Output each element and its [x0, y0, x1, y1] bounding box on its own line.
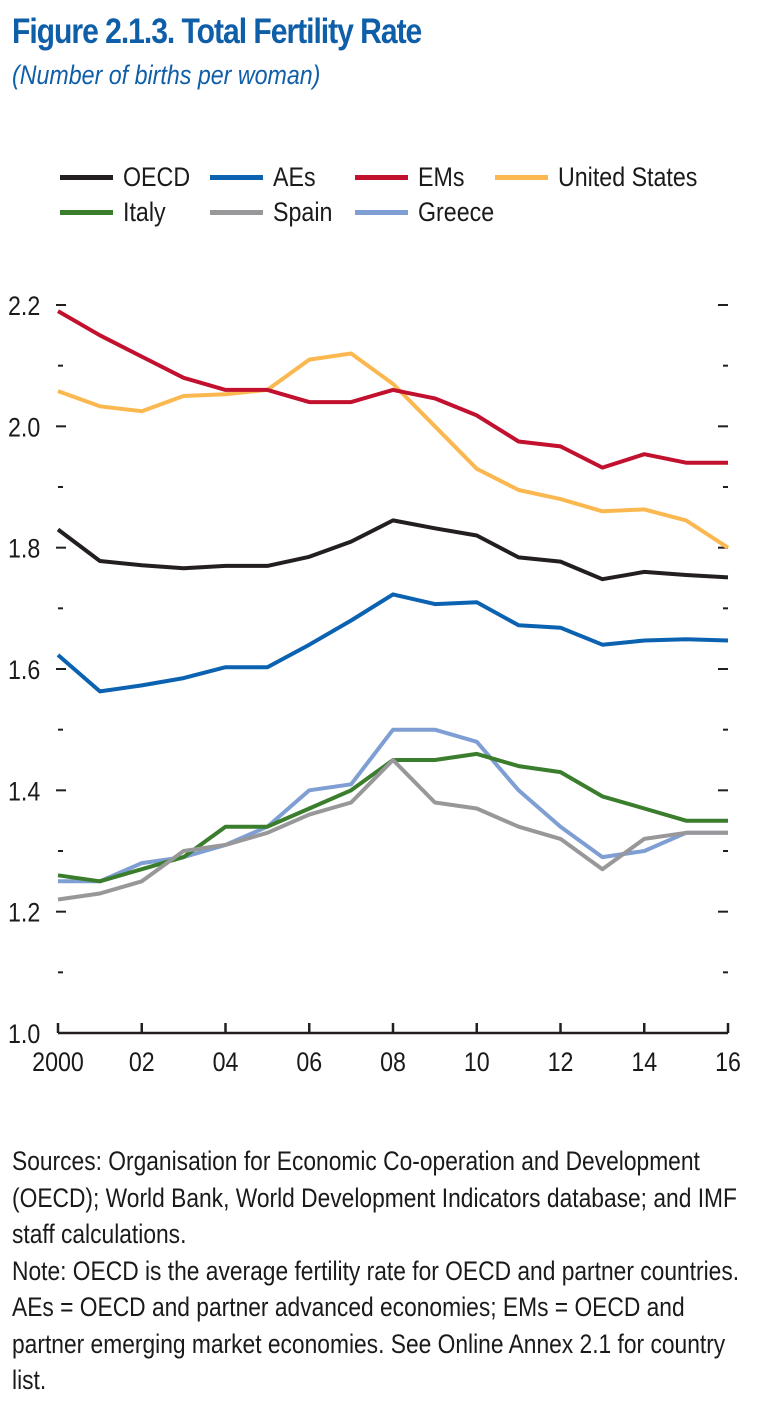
x-tick-label: 02: [129, 1047, 155, 1077]
legend-label-united-states: United States: [558, 162, 698, 192]
x-tick-label: 04: [213, 1047, 239, 1077]
legend-item-greece: Greece: [355, 197, 507, 228]
legend-item-oecd: OECD: [60, 162, 201, 193]
legend-swatch-oecd: [60, 175, 113, 180]
y-tick-label: 1.6: [8, 655, 40, 685]
legend-label-italy: Italy: [123, 197, 166, 227]
legend-item-italy: Italy: [60, 197, 173, 228]
legend-label-oecd: OECD: [123, 162, 191, 192]
figure-footnote: Sources: Organisation for Economic Co-op…: [12, 1143, 752, 1399]
footnote-note: Note: OECD is the average fertility rate…: [12, 1255, 740, 1396]
x-tick-label: 2000: [32, 1047, 84, 1077]
series-line-ems: [56, 309, 728, 470]
x-tick-label: 10: [464, 1047, 490, 1077]
y-tick-label: 1.8: [8, 534, 40, 564]
legend-label-spain: Spain: [273, 197, 333, 227]
legend-label-aes: AEs: [273, 162, 316, 192]
x-tick-label: 12: [548, 1047, 574, 1077]
legend-swatch-italy: [60, 210, 113, 215]
x-tick-label: 14: [631, 1047, 657, 1077]
chart-series-lines: [56, 309, 730, 902]
footnote-sources: Sources: Organisation for Economic Co-op…: [12, 1146, 737, 1249]
figure-subtitle: (Number of births per woman): [12, 60, 321, 90]
series-line-spain: [57, 758, 728, 902]
y-tick-label: 1.0: [8, 1019, 40, 1049]
legend-label-ems: EMs: [418, 162, 465, 192]
series-line-united-states: [57, 351, 730, 550]
legend-item-united-states: United States: [495, 162, 720, 193]
x-tick-label: 16: [715, 1047, 741, 1077]
legend-item-aes: AEs: [210, 162, 323, 193]
series-line-oecd: [56, 518, 729, 582]
x-tick-label: 06: [296, 1047, 322, 1077]
x-tick-label: 08: [380, 1047, 406, 1077]
chart-axes: 2000 02 04 06 08 10 12 14 16 1.0 1.2 1.4 1.6 1.8 2.0 2.…: [8, 291, 741, 1077]
legend-swatch-greece: [355, 210, 408, 215]
figure-title: Figure 2.1.3. Total Fertility Rate: [12, 12, 422, 51]
legend-swatch-united-states: [495, 175, 548, 180]
legend-label-greece: Greece: [418, 197, 495, 227]
y-tick-label: 2.2: [8, 291, 40, 321]
legend-swatch-spain: [210, 210, 263, 215]
y-tick-label: 2.0: [8, 413, 40, 443]
line-chart: 2000 02 04 06 08 10 12 14 16 1.0 1.2 1.4 1.6 1.8 2.0 2.…: [8, 291, 741, 1077]
legend-swatch-aes: [210, 175, 263, 180]
legend-swatch-ems: [355, 175, 408, 180]
y-tick-label: 1.4: [8, 777, 40, 807]
legend-item-spain: Spain: [210, 197, 342, 228]
y-tick-label: 1.2: [8, 898, 40, 928]
legend-item-ems: EMs: [355, 162, 472, 193]
series-line-aes: [56, 592, 729, 694]
